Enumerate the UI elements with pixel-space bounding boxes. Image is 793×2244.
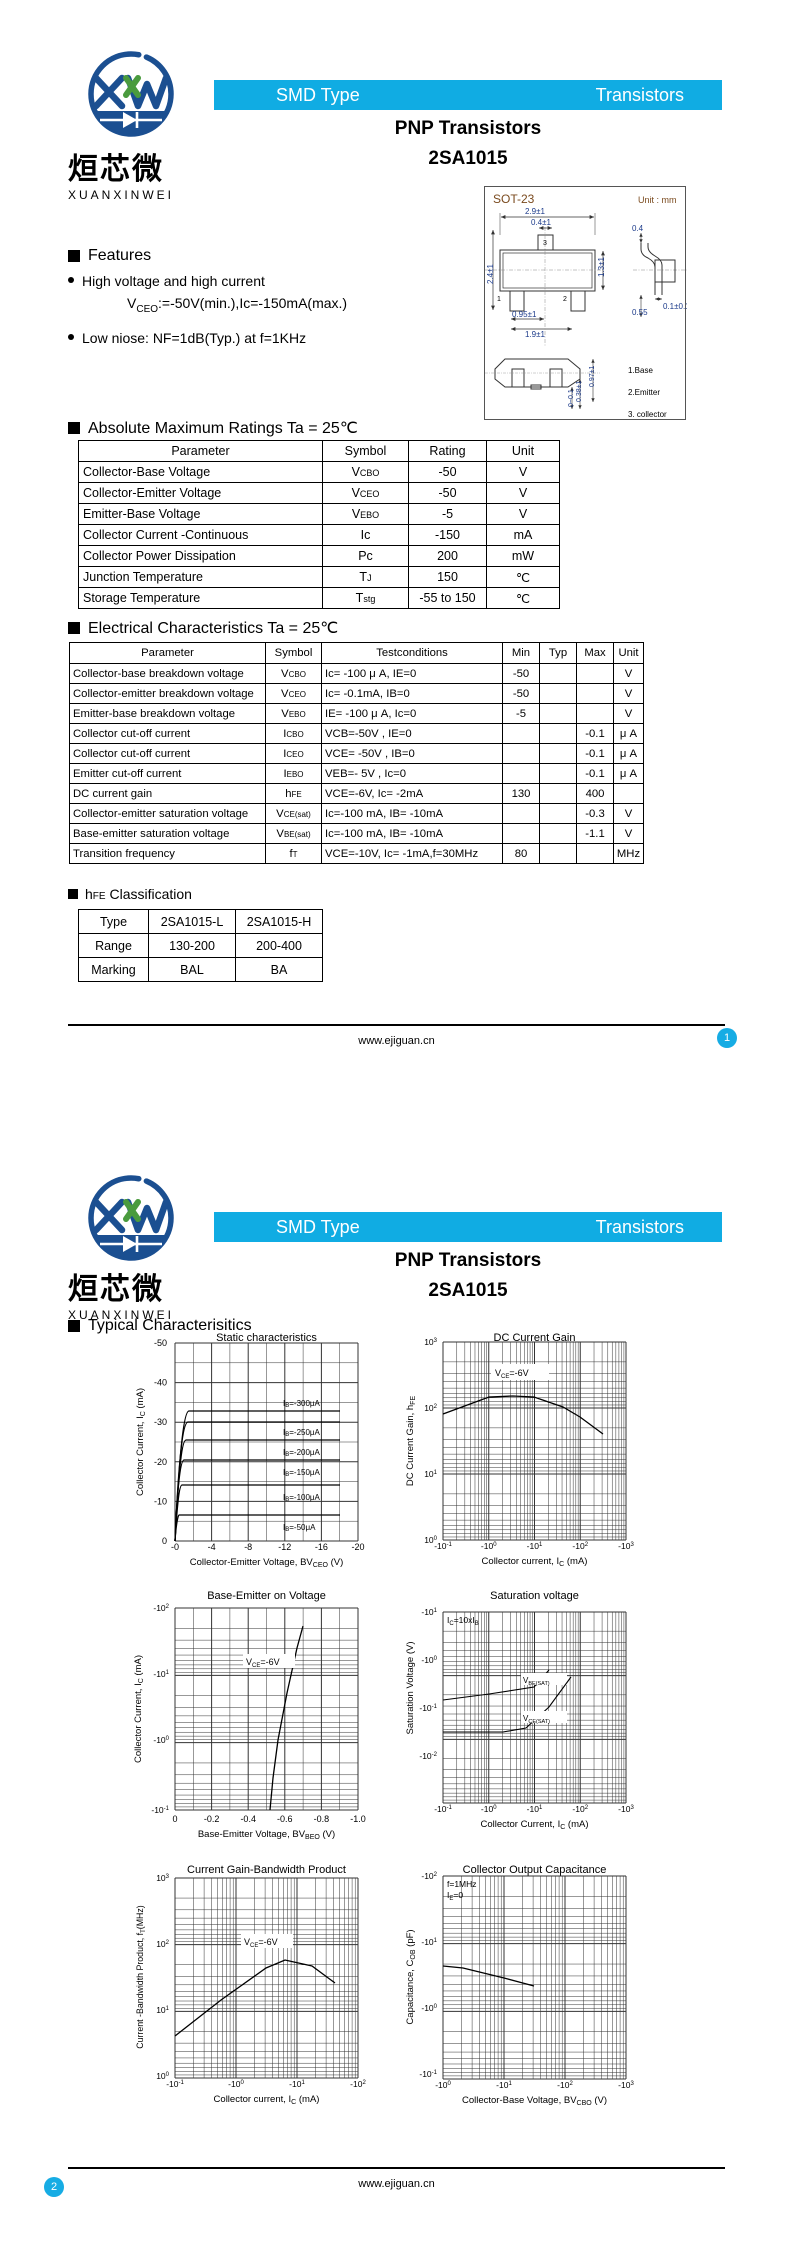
svg-text:-10-1: -10-1 xyxy=(419,2069,437,2079)
svg-text:-102: -102 xyxy=(153,1603,169,1613)
svg-text:-100: -100 xyxy=(421,2003,437,2013)
svg-text:-10-1: -10-1 xyxy=(166,2079,184,2089)
svg-text:0.95±1: 0.95±1 xyxy=(512,310,537,319)
svg-text:-101: -101 xyxy=(289,2079,305,2089)
svg-text:Collector-Emitter Voltage, BVC: Collector-Emitter Voltage, BVCEO (V) xyxy=(190,1557,344,1569)
svg-text:0.55: 0.55 xyxy=(632,308,648,317)
svg-text:Base-Emitter Voltage, BVBEO (V: Base-Emitter Voltage, BVBEO (V) xyxy=(198,1829,335,1841)
svg-text:-0.2: -0.2 xyxy=(204,1814,220,1824)
svg-text:IB=-100μA: IB=-100μA xyxy=(283,1493,321,1503)
svg-text:-100: -100 xyxy=(481,1541,497,1551)
svg-text:-103: -103 xyxy=(618,2080,634,2090)
svg-text:101: 101 xyxy=(424,1469,437,1479)
svg-text:-16: -16 xyxy=(315,1542,328,1552)
svg-text:IB=-150μA: IB=-150μA xyxy=(283,1468,321,1478)
svg-text:IB=-300μA: IB=-300μA xyxy=(283,1399,321,1409)
svg-text:-30: -30 xyxy=(154,1417,167,1427)
svg-text:-100: -100 xyxy=(481,1804,497,1814)
svg-text:-12: -12 xyxy=(278,1542,291,1552)
svg-text:IB=-50μA: IB=-50μA xyxy=(283,1523,316,1533)
svg-text:IE=0: IE=0 xyxy=(447,1890,463,1902)
svg-text:-20: -20 xyxy=(351,1542,364,1552)
svg-text:102: 102 xyxy=(424,1403,437,1413)
svg-text:Collector-Base Voltage, BVCBO: Collector-Base Voltage, BVCBO (V) xyxy=(462,2095,607,2107)
svg-text:0~0.1: 0~0.1 xyxy=(568,389,575,407)
svg-text:-20: -20 xyxy=(154,1457,167,1467)
svg-text:102: 102 xyxy=(156,1939,169,1949)
svg-text:0: 0 xyxy=(162,1536,167,1546)
svg-text:-10: -10 xyxy=(154,1496,167,1506)
svg-text:1.3±1: 1.3±1 xyxy=(597,256,606,277)
svg-text:1.Base: 1.Base xyxy=(628,366,653,375)
svg-text:-40: -40 xyxy=(154,1378,167,1388)
svg-text:SOT-23: SOT-23 xyxy=(493,192,535,206)
svg-text:-101: -101 xyxy=(527,1804,543,1814)
svg-text:0: 0 xyxy=(172,1814,177,1824)
svg-text:-10-1: -10-1 xyxy=(434,1804,452,1814)
svg-text:Collector Current, IC (mA): Collector Current, IC (mA) xyxy=(133,1655,145,1763)
svg-text:1.9±1: 1.9±1 xyxy=(525,330,546,339)
svg-text:IC=10xIB: IC=10xIB xyxy=(447,1615,479,1627)
svg-text:-10-1: -10-1 xyxy=(419,1703,437,1713)
svg-text:0.4±1: 0.4±1 xyxy=(531,218,552,227)
svg-text:-102: -102 xyxy=(421,1871,437,1881)
svg-text:-100: -100 xyxy=(421,1655,437,1665)
svg-text:-100: -100 xyxy=(153,1735,169,1745)
svg-text:3. collector: 3. collector xyxy=(628,410,667,419)
svg-text:Collector current, IC (mA): Collector current, IC (mA) xyxy=(214,2094,320,2106)
svg-text:103: 103 xyxy=(156,1873,169,1883)
svg-text:DC Current Gain, hFE: DC Current Gain, hFE xyxy=(405,1396,417,1487)
svg-text:-101: -101 xyxy=(527,1541,543,1551)
svg-text:Collector Current, IC (mA): Collector Current, IC (mA) xyxy=(135,1388,147,1496)
svg-text:-101: -101 xyxy=(153,1669,169,1679)
svg-text:-102: -102 xyxy=(572,1541,588,1551)
svg-text:2.9±1: 2.9±1 xyxy=(525,207,546,216)
svg-text:Unit : mm: Unit : mm xyxy=(638,195,677,205)
svg-text:2: 2 xyxy=(563,296,567,303)
svg-text:-103: -103 xyxy=(618,1804,634,1814)
svg-text:2.Emitter: 2.Emitter xyxy=(628,388,660,397)
svg-text:101: 101 xyxy=(156,2005,169,2015)
svg-text:IB=-200μA: IB=-200μA xyxy=(283,1448,321,1458)
svg-text:-0.4: -0.4 xyxy=(240,1814,256,1824)
svg-text:-102: -102 xyxy=(572,1804,588,1814)
svg-text:Collector current, IC (mA): Collector current, IC (mA) xyxy=(482,1556,588,1568)
svg-text:-101: -101 xyxy=(421,1607,437,1617)
svg-text:-0.8: -0.8 xyxy=(314,1814,330,1824)
svg-text:-102: -102 xyxy=(557,2080,573,2090)
svg-text:-1.0: -1.0 xyxy=(350,1814,366,1824)
svg-text:Saturation Voltage (V): Saturation Voltage (V) xyxy=(405,1642,416,1735)
svg-text:-4: -4 xyxy=(208,1542,216,1552)
svg-text:-100: -100 xyxy=(435,2080,451,2090)
svg-text:-10-1: -10-1 xyxy=(434,1541,452,1551)
svg-text:103: 103 xyxy=(424,1337,437,1347)
svg-text:0.38±1: 0.38±1 xyxy=(576,381,583,402)
svg-text:-100: -100 xyxy=(228,2079,244,2089)
svg-text:-0: -0 xyxy=(171,1542,179,1552)
svg-text:0.1±0.1: 0.1±0.1 xyxy=(663,302,687,311)
svg-text:-0.6: -0.6 xyxy=(277,1814,293,1824)
svg-text:-8: -8 xyxy=(244,1542,252,1552)
svg-text:Current -Bandwidth Product, fT: Current -Bandwidth Product, fT(MHz) xyxy=(135,1905,147,2049)
svg-text:Capacitance, COB (pF): Capacitance, COB (pF) xyxy=(405,1929,417,2024)
svg-text:-103: -103 xyxy=(618,1541,634,1551)
svg-text:-101: -101 xyxy=(421,1937,437,1947)
svg-text:-102: -102 xyxy=(350,2079,366,2089)
svg-text:0.4: 0.4 xyxy=(632,224,644,233)
svg-text:1: 1 xyxy=(497,296,501,303)
svg-text:IB=-250μA: IB=-250μA xyxy=(283,1428,321,1438)
svg-text:-101: -101 xyxy=(496,2080,512,2090)
svg-text:-50: -50 xyxy=(154,1338,167,1348)
svg-text:Collector Current, IC (mA): Collector Current, IC (mA) xyxy=(480,1819,588,1831)
svg-text:0.97±1: 0.97±1 xyxy=(589,366,596,387)
svg-text:f=1MHz: f=1MHz xyxy=(447,1879,477,1889)
svg-text:-10-1: -10-1 xyxy=(151,1805,169,1815)
svg-text:-10-2: -10-2 xyxy=(419,1751,437,1761)
svg-text:2.4±1: 2.4±1 xyxy=(486,263,495,284)
